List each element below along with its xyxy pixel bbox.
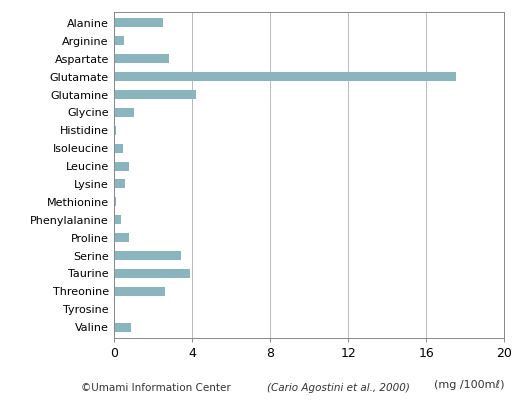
Bar [114, 179, 125, 188]
Bar [114, 18, 163, 27]
Bar [114, 197, 116, 206]
Bar [114, 90, 197, 99]
Bar [114, 54, 169, 63]
Bar [114, 251, 181, 260]
Bar [114, 287, 165, 296]
Text: (mg /100mℓ): (mg /100mℓ) [434, 380, 504, 390]
Text: (Cario Agostini et al., 2000): (Cario Agostini et al., 2000) [267, 383, 409, 393]
Bar [114, 144, 123, 153]
Bar [114, 269, 190, 278]
Bar [114, 233, 129, 242]
Bar [114, 108, 134, 117]
Bar [114, 162, 129, 171]
Bar [114, 72, 456, 81]
Text: ©Umami Information Center: ©Umami Information Center [81, 383, 231, 393]
Bar [114, 126, 116, 135]
Bar [114, 215, 121, 224]
Bar [114, 36, 124, 45]
Bar [114, 323, 131, 332]
